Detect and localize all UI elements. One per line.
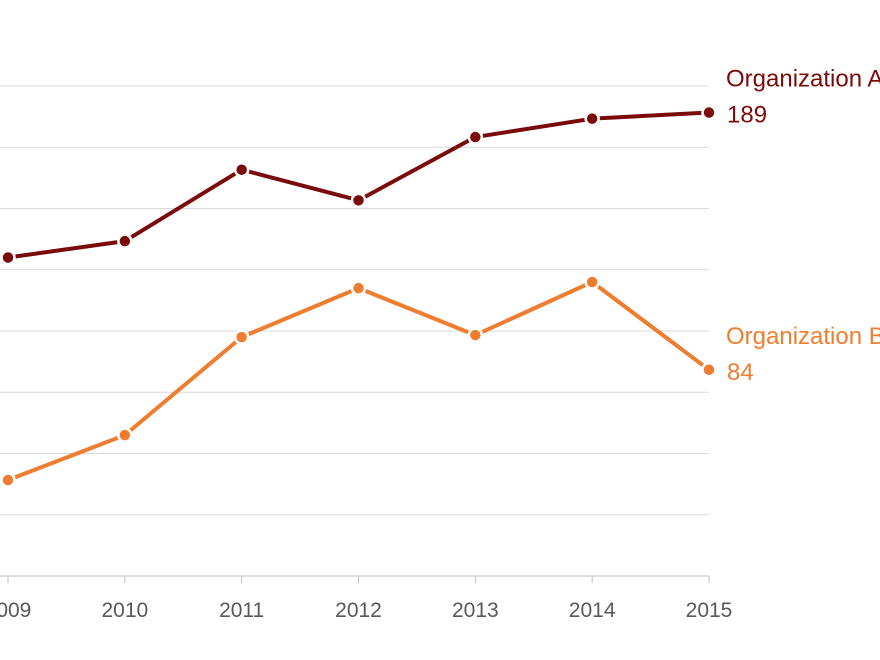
- series-line: [6, 280, 711, 483]
- data-point: [701, 104, 717, 121]
- data-point: [117, 427, 133, 443]
- data-point: [467, 327, 484, 343]
- data-point: [0, 472, 16, 488]
- data-point: [350, 192, 367, 209]
- data-point: [350, 280, 367, 296]
- x-tick-label: 2013: [452, 599, 499, 622]
- data-point: [584, 110, 600, 127]
- x-tick-label: 2010: [101, 599, 148, 622]
- series-end-value-label: 189: [727, 102, 767, 129]
- series-organization-a: [0, 104, 717, 266]
- data-point: [117, 233, 133, 249]
- x-tick-label: 2014: [569, 599, 616, 622]
- x-tick-label: 2012: [335, 599, 382, 622]
- x-tick-label: 2009: [0, 599, 31, 622]
- end-labels: Organization A 189 Organization B 84: [726, 66, 880, 386]
- data-point: [0, 249, 16, 266]
- data-point: [584, 274, 600, 290]
- data-point: [701, 362, 717, 378]
- x-tick-label: 2011: [219, 599, 264, 622]
- series-name-label: Organization A: [726, 66, 880, 93]
- x-tick-label: 2015: [686, 599, 733, 622]
- data-point: [233, 161, 250, 178]
- series-name-label: Organization B: [726, 323, 880, 350]
- series-end-value-label: 84: [727, 359, 754, 386]
- data-point: [467, 129, 484, 145]
- x-axis: 2009 2010 2011 2012 2013 2014 2015: [0, 575, 733, 622]
- series-organization-b: [0, 274, 717, 488]
- gridlines: [0, 85, 709, 516]
- series-lines: [0, 104, 717, 488]
- series-line: [6, 110, 711, 260]
- data-point: [233, 329, 250, 345]
